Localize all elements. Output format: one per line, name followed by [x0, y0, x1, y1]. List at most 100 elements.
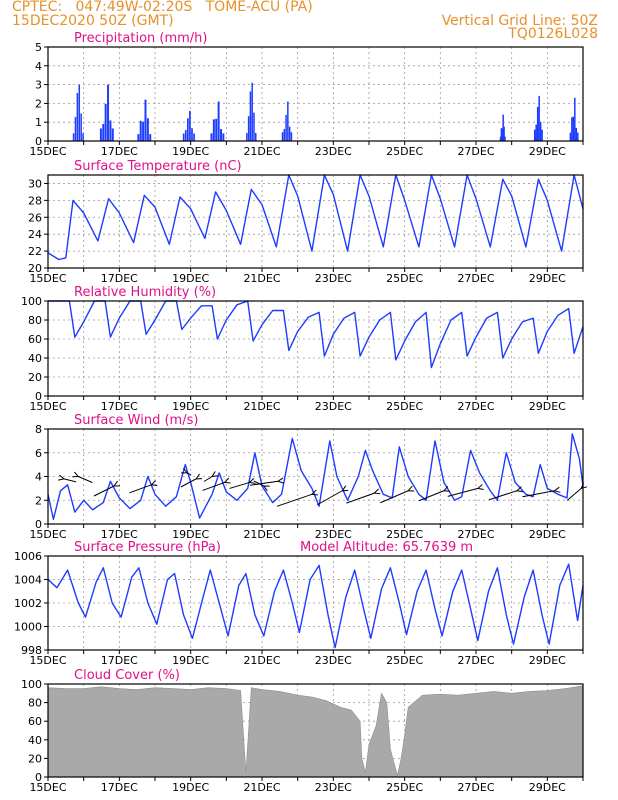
precip-bar [290, 132, 293, 141]
precip-bar [78, 84, 81, 141]
precip-bar [287, 101, 289, 141]
wind-vector-shaft [93, 485, 115, 497]
y-tick-label: 2 [35, 494, 42, 507]
precip-bar [541, 129, 543, 141]
x-tick-label: 27DEC [457, 654, 494, 667]
x-tick-label: 19DEC [172, 654, 209, 667]
y-tick-label: 60 [28, 715, 42, 728]
x-tick-label: 21DEC [243, 145, 280, 158]
precip-bar [577, 132, 579, 141]
precip-bar [539, 121, 542, 141]
x-tick-label: 17DEC [101, 654, 138, 667]
precip-bar [111, 128, 114, 141]
x-tick-label: 15DEC [29, 272, 66, 285]
x-tick-label: 29DEC [529, 272, 566, 285]
y-tick-label: 24 [28, 228, 42, 241]
y-tick-label: 20 [28, 752, 42, 765]
precip-bar [109, 120, 112, 141]
y-tick-label: 1006 [14, 550, 42, 563]
wind-series-line [47, 433, 584, 520]
x-tick-label: 15DEC [29, 145, 66, 158]
y-tick-label: 5 [35, 41, 42, 54]
y-tick-label: 0 [35, 135, 42, 148]
wind-vector-head [211, 471, 219, 478]
wind-vector-head [442, 485, 450, 492]
x-tick-label: 17DEC [101, 528, 138, 541]
wind-vector-head [276, 477, 284, 484]
y-tick-label: 4 [35, 60, 42, 73]
rh-series-line [48, 300, 584, 369]
panel-frame [47, 174, 584, 269]
x-tick-label: 27DEC [457, 400, 494, 413]
precip-bar [572, 116, 575, 141]
precip-bar [210, 133, 213, 141]
precip-bar [535, 124, 537, 141]
x-tick-label: 23DEC [315, 654, 352, 667]
panel-title: Surface Wind (m/s) [74, 413, 198, 428]
precip-bar [288, 126, 291, 141]
wind-vector-head [341, 485, 349, 492]
precip-bar [253, 112, 255, 141]
precip-bar [500, 128, 503, 141]
y-tick-label: 80 [28, 314, 42, 327]
x-tick-label: 27DEC [457, 272, 494, 285]
precip-bar [102, 123, 105, 141]
panel-title: Cloud Cover (%) [74, 668, 180, 683]
precip-bar [184, 130, 187, 141]
panel-precip: 0 1 2 3 4 5 15DEC 17DEC 19DEC 21DEC 23DEC 25DEC 27DE… [29, 31, 584, 158]
y-tick-label: 60 [28, 333, 42, 346]
precip-bar [189, 110, 191, 141]
x-tick-label: 19DEC [172, 400, 209, 413]
wind-vector-shaft [488, 490, 518, 501]
wind-vector-shaft [180, 478, 197, 488]
wind-vector-shaft [447, 487, 478, 497]
precip-bar [82, 133, 84, 141]
wind-vector-head [194, 473, 203, 480]
press-series-line [47, 563, 584, 649]
x-tick-label: 21DEC [243, 654, 280, 667]
y-tick-label: 28 [28, 194, 42, 207]
x-tick-label: 25DEC [386, 528, 423, 541]
precip-bar [283, 129, 286, 141]
x-tick-label: 25DEC [386, 400, 423, 413]
wind-vector-head [476, 484, 484, 490]
precip-bar [139, 120, 142, 141]
y-tick-label: 1000 [14, 621, 42, 634]
y-tick-label: 2 [35, 97, 42, 110]
wind-vector-shaft [418, 490, 445, 502]
panel-cloud: 0 20 40 60 80 100 15DEC 17DEC 19DEC 21DEC 23DEC 25D… [21, 668, 584, 794]
x-tick-label: 29DEC [529, 528, 566, 541]
x-tick-label: 27DEC [457, 528, 494, 541]
precip-bar [219, 129, 222, 141]
precip-bar [104, 103, 107, 141]
precip-bar [575, 127, 578, 141]
precip-bar [72, 133, 75, 141]
panel-rh: 0 20 40 60 80 100 15DEC 17DEC 19DEC 21DEC 23DEC 25D… [21, 285, 584, 413]
temp-series-line [47, 174, 584, 261]
precip-bar [182, 133, 185, 141]
wind-vector-head [181, 467, 189, 474]
precip-bar [538, 95, 540, 141]
model-altitude-label: Model Altitude: 65.7639 m [300, 540, 473, 555]
x-tick-label: 17DEC [101, 145, 138, 158]
precip-bar [504, 136, 506, 141]
x-tick-label: 25DEC [386, 145, 423, 158]
precip-bar [574, 97, 576, 141]
precip-bar [187, 118, 189, 141]
x-tick-label: 23DEC [315, 272, 352, 285]
x-tick-label: 25DEC [386, 781, 423, 794]
x-tick-label: 23DEC [315, 528, 352, 541]
wind-vector-shaft [346, 492, 375, 504]
y-tick-label: 1 [35, 116, 42, 129]
x-tick-label: 23DEC [315, 145, 352, 158]
header-datetime: 15DEC2020 50Z (GMT) [12, 13, 174, 29]
precip-bar [249, 91, 252, 141]
header-code: TQ0126L028 [508, 26, 598, 42]
wind-vector-shaft [203, 476, 213, 482]
x-tick-label: 25DEC [386, 272, 423, 285]
y-tick-label: 40 [28, 734, 42, 747]
precip-bar [191, 128, 193, 141]
precip-bar [99, 128, 102, 141]
precip-bar [533, 129, 536, 141]
panel-wind: 0 2 4 6 8 15DEC 17DEC 19DEC 21DEC 23DEC 25DEC 27DEC… [29, 413, 588, 541]
